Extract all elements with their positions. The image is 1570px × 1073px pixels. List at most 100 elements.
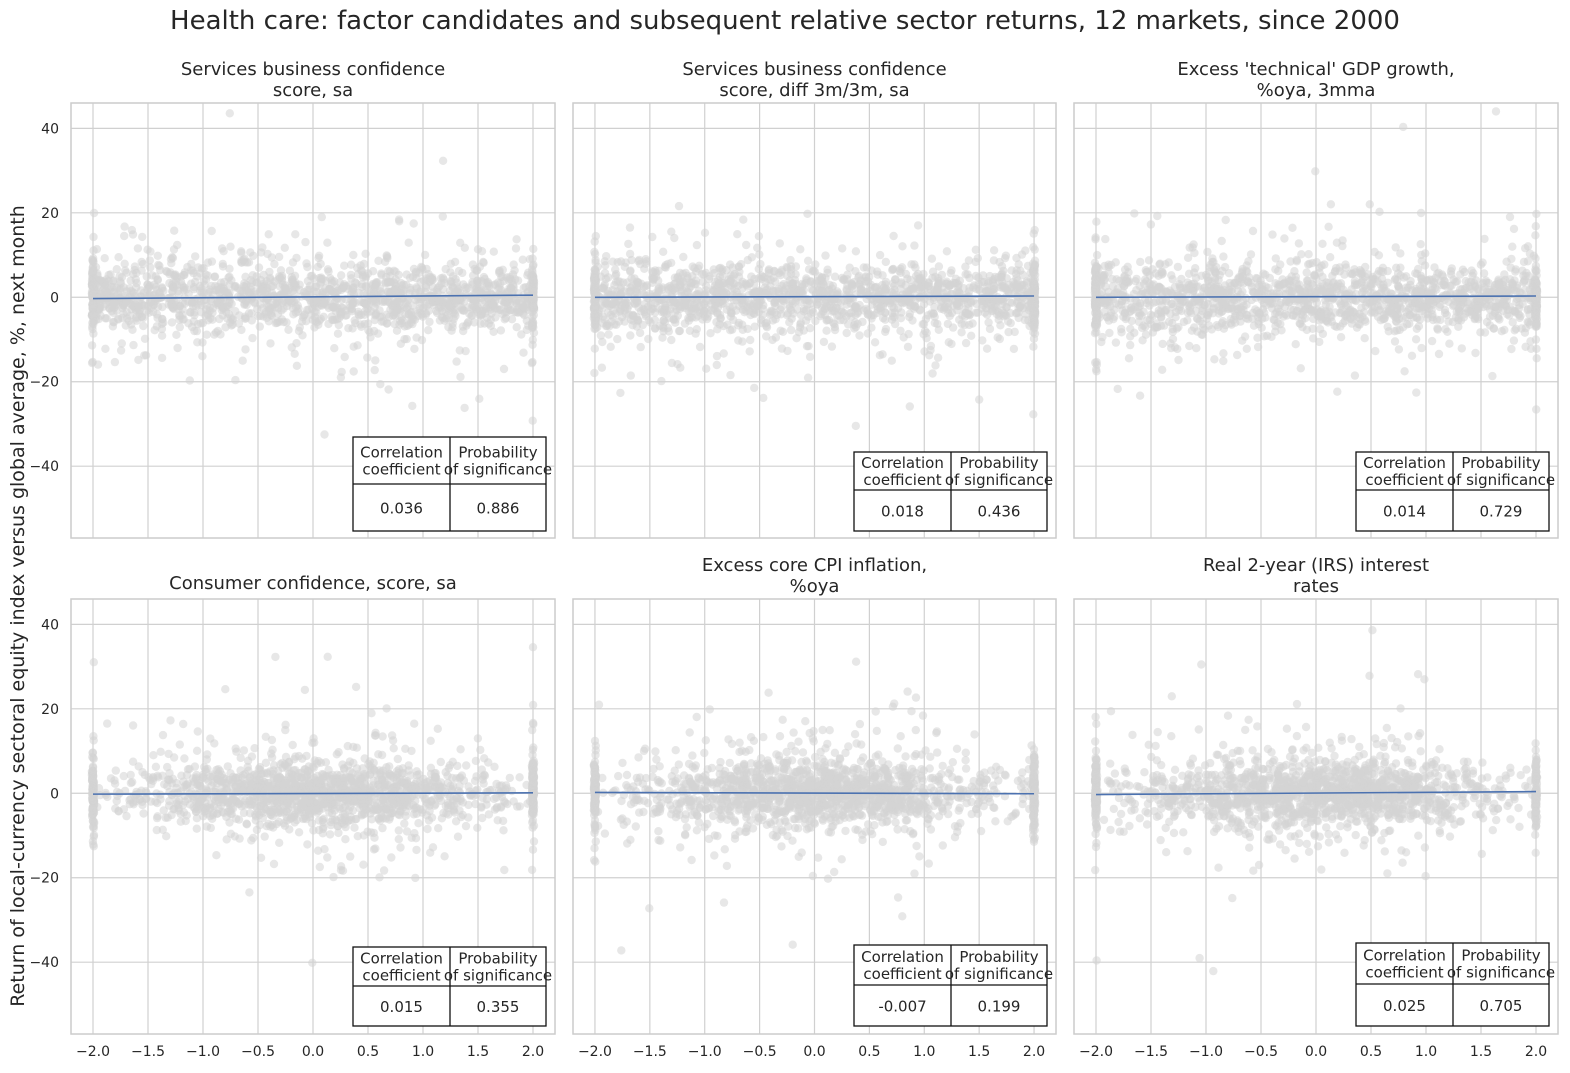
scatter-point (134, 355, 143, 365)
scatter-point (1168, 327, 1178, 336)
scatter-point (1443, 327, 1452, 336)
scatter-point (210, 272, 219, 282)
scatter-point (604, 330, 613, 339)
scatter-point (215, 314, 224, 324)
scatter-point (408, 301, 417, 310)
scatter-point (1360, 334, 1369, 343)
scatter-point (1479, 269, 1489, 278)
scatter-point (602, 252, 611, 261)
scatter-point (333, 287, 342, 296)
scatter-point (1004, 287, 1013, 296)
scatter-point (483, 277, 493, 287)
scatter-point (677, 286, 687, 295)
scatter-point (625, 249, 635, 259)
scatter-point (726, 370, 735, 380)
scatter-point (626, 371, 635, 380)
scatter-point (641, 312, 650, 321)
scatter-point (316, 314, 325, 323)
scatter-point (1350, 371, 1360, 380)
scatter-point (446, 268, 455, 277)
scatter-point (669, 301, 679, 310)
scatter-point (231, 375, 240, 385)
scatter-point (754, 232, 764, 241)
table-header: Correlation coefficient (360, 444, 443, 479)
scatter-point (975, 395, 984, 404)
scatter-point (600, 268, 610, 278)
scatter-point (928, 369, 937, 378)
scatter-point (830, 325, 840, 335)
scatter-point (1390, 337, 1400, 346)
scatter-point (285, 266, 295, 275)
scatter-point (1009, 344, 1019, 354)
scatter-point (1297, 250, 1306, 259)
scatter-point (632, 313, 641, 322)
scatter-point (1166, 339, 1175, 348)
scatter-point (757, 271, 766, 280)
scatter-point (926, 341, 936, 351)
scatter-point (1174, 305, 1184, 315)
scatter-point (336, 309, 346, 319)
scatter-point (274, 275, 283, 284)
scatter-point (198, 352, 207, 361)
scatter-point (1292, 257, 1302, 266)
scatter-point (166, 255, 176, 264)
scatter-point (175, 322, 184, 332)
scatter-point (252, 272, 261, 281)
significance-value: 0.436 (978, 503, 1021, 521)
scatter-point (659, 247, 668, 256)
scatter-point (444, 322, 453, 332)
scatter-point (101, 287, 110, 296)
scatter-point (973, 308, 982, 317)
scatter-point (590, 247, 599, 257)
scatter-point (272, 318, 282, 328)
scatter-point (477, 247, 487, 256)
scatter-point (349, 367, 358, 376)
scatter-point (1290, 267, 1299, 276)
scatter-point (479, 258, 488, 267)
scatter-point (1219, 356, 1228, 366)
scatter-point (942, 247, 952, 256)
scatter-point (1531, 222, 1541, 231)
scatter-point (964, 309, 973, 319)
scatter-point (1508, 318, 1517, 327)
scatter-point (110, 303, 119, 312)
scatter-point (1175, 280, 1184, 289)
scatter-point (89, 232, 98, 242)
scatter-point (842, 328, 851, 338)
scatter-point (424, 293, 434, 302)
scatter-point (280, 243, 289, 252)
scatter-point (1010, 327, 1019, 337)
scatter-point (803, 256, 813, 265)
scatter-point (405, 273, 415, 282)
panel-title: Services business confidence score, sa (181, 59, 445, 101)
scatter-point (509, 282, 518, 292)
scatter-point (101, 344, 110, 353)
scatter-point (1444, 317, 1453, 326)
scatter-point (911, 302, 920, 311)
scatter-point (132, 268, 141, 278)
scatter-point (782, 311, 792, 320)
scatter-point (719, 349, 728, 358)
scatter-point (1147, 287, 1157, 296)
scatter-point (509, 260, 518, 269)
scatter-point (896, 264, 905, 274)
scatter-point (109, 276, 118, 285)
scatter-point (851, 247, 861, 256)
scatter-point (929, 309, 938, 318)
scatter-point (500, 315, 509, 324)
scatter-point (1138, 336, 1147, 345)
scatter-point (802, 316, 811, 325)
scatter-point (256, 311, 265, 321)
scatter-point (1367, 308, 1376, 317)
scatter-point (922, 328, 931, 338)
scatter-point (456, 372, 465, 382)
scatter-point (908, 316, 917, 325)
scatter-point (1406, 276, 1415, 286)
scatter-point (1417, 343, 1426, 353)
scatter-point (290, 349, 299, 358)
scatter-point (1168, 318, 1177, 328)
scatter-point (967, 331, 976, 340)
scatter-point (410, 344, 419, 354)
scatter-point (1252, 307, 1262, 316)
